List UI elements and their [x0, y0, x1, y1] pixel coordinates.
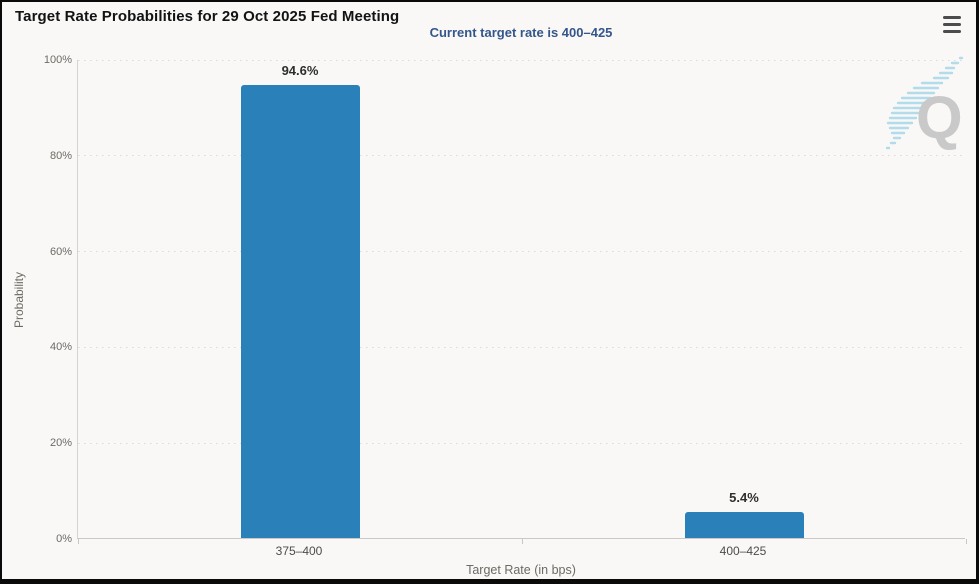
- plot-area: 94.6% 5.4%: [77, 59, 967, 544]
- y-tick-label: 100%: [43, 54, 72, 66]
- x-axis-labels: 375–400 400–425: [77, 544, 965, 560]
- probability-bar[interactable]: [241, 84, 360, 538]
- x-tick-label: 375–400: [275, 544, 323, 558]
- chart-title: Target Rate Probabilities for 29 Oct 202…: [15, 8, 400, 25]
- y-gridline: [78, 442, 965, 445]
- y-tick-label: 0%: [56, 533, 72, 545]
- bar-value-label: 94.6%: [281, 63, 319, 78]
- menu-bar: [943, 29, 961, 33]
- x-axis-tick: [78, 539, 79, 544]
- y-gridline: [78, 346, 965, 349]
- y-tick-label: 40%: [49, 341, 72, 354]
- chart-subtitle: Current target rate is 400–425: [429, 25, 613, 40]
- menu-bar: [943, 16, 961, 20]
- y-tick-label: 80%: [49, 149, 72, 162]
- y-axis-labels: 0% 20% 40% 60% 80% 100%: [2, 54, 72, 545]
- x-tick-label: 400–425: [719, 544, 767, 558]
- bar-value-label: 5.4%: [729, 490, 759, 505]
- menu-bar: [943, 22, 961, 27]
- x-axis-title: Target Rate (in bps): [466, 563, 576, 577]
- x-axis-tick: [966, 539, 967, 544]
- y-tick-label: 20%: [49, 437, 72, 450]
- y-gridline: [78, 59, 965, 62]
- y-gridline: [78, 155, 965, 158]
- hamburger-menu-icon[interactable]: [941, 15, 963, 34]
- y-tick-label: 60%: [49, 245, 72, 258]
- probability-bar[interactable]: [685, 512, 804, 538]
- x-axis-tick: [522, 539, 523, 544]
- y-gridline: [78, 251, 965, 254]
